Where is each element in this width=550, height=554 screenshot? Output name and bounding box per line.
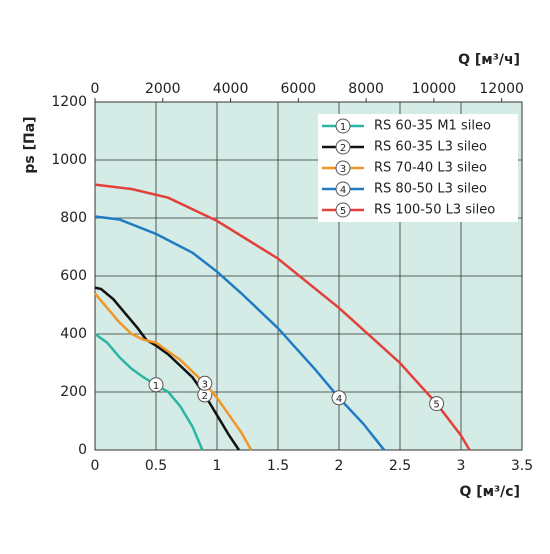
x-tick-label: 0 [91,458,100,474]
legend-marker-label: 2 [340,143,346,154]
x-tick-label: 2 [335,458,344,474]
x-tick-label: 2.5 [389,458,411,474]
legend-marker [335,202,351,218]
x-tick-label: 1 [213,458,222,474]
legend-label: RS 70-40 L3 sileo [374,161,487,176]
legend-marker-label: 4 [340,185,346,196]
x2-tick-label: 12000 [479,81,524,97]
x-tick-label: 3.5 [511,458,533,474]
x2-axis-label: Q [м³/ч] [458,52,520,68]
legend-label: RS 60-35 M1 sileo [374,119,491,134]
curve-marker-label: 2 [202,391,208,402]
series-line [94,286,240,451]
y-tick-label: 1000 [51,152,87,168]
curve-marker [429,396,445,412]
legend-marker-label: 5 [340,206,346,217]
curve-marker-label: 1 [153,381,159,392]
x-tick-label: 0.5 [145,458,167,474]
x2-tick-label: 2000 [145,81,181,97]
legend-marker [335,118,351,134]
curve-marker-label: 4 [336,394,342,405]
legend-label: RS 100-50 L3 sileo [374,203,495,218]
legend-marker [335,181,351,197]
y-tick-label: 0 [78,442,87,458]
series-line [94,292,253,451]
curve-marker [197,375,213,391]
series-line [94,215,386,451]
x-tick-label: 3 [457,458,466,474]
legend-marker-label: 3 [340,164,346,175]
y-tick-label: 200 [60,384,87,400]
series-line [94,183,471,451]
x2-tick-label: 8000 [348,81,384,97]
legend-marker [335,139,351,155]
curve-marker [331,390,347,406]
legend-label: RS 60-35 L3 sileo [374,140,487,155]
x2-tick-label: 0 [91,81,100,97]
y-tick-label: 1200 [51,94,87,110]
x2-tick-label: 6000 [281,81,317,97]
y-tick-label: 800 [60,210,87,226]
legend-label: RS 80-50 L3 sileo [374,182,487,197]
y-tick-label: 600 [60,268,87,284]
curve-marker [148,377,164,393]
curve-marker-label: 5 [433,400,439,411]
y-axis-label: ps [Па] [22,116,38,173]
curve-marker-label: 3 [202,379,208,390]
plot-frame [94,101,523,451]
legend-marker-label: 1 [340,122,346,133]
x-axis-label: Q [м³/с] [459,484,520,500]
x-tick-label: 1.5 [267,458,289,474]
legend-marker [335,160,351,176]
y-tick-label: 400 [60,326,87,342]
x2-tick-label: 4000 [213,81,249,97]
x2-tick-label: 10000 [412,81,457,97]
